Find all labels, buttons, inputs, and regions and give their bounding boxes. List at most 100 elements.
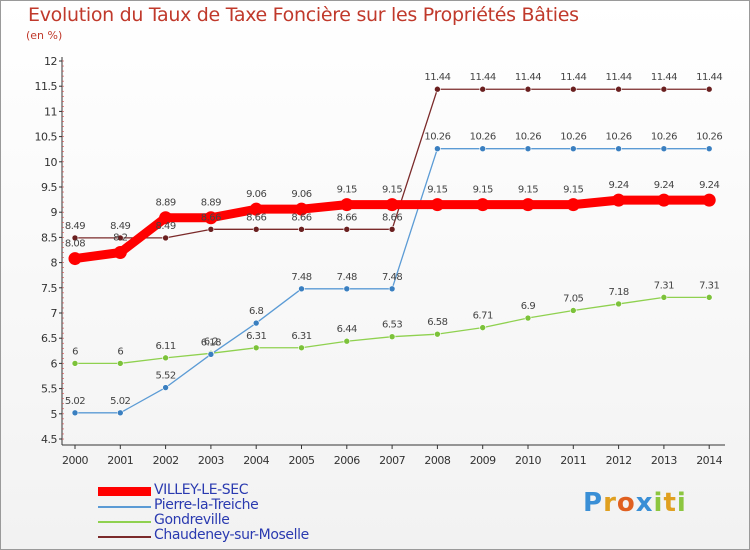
data-point: [479, 324, 487, 331]
data-label: 6: [72, 346, 78, 357]
x-tick-label: 2014: [696, 454, 722, 467]
data-label: 8.66: [337, 212, 357, 223]
x-tick-label: 2002: [153, 454, 179, 467]
x-tick-label: 2012: [606, 454, 632, 467]
series-points: [68, 85, 716, 417]
x-tick-label: 2000: [62, 454, 88, 467]
y-tick-label: 5: [51, 408, 58, 421]
data-label: 6.11: [155, 341, 175, 352]
data-point: [252, 344, 260, 352]
y-tick-label: 11.5: [35, 80, 58, 93]
data-label: 6.71: [473, 311, 493, 322]
data-label: 9.15: [518, 185, 538, 196]
data-label: 8.49: [110, 221, 130, 232]
data-label: 11.44: [696, 72, 722, 83]
data-label: 11.44: [651, 72, 677, 83]
data-point: [117, 360, 124, 367]
data-point: [657, 193, 671, 207]
x-tick-label: 2008: [424, 454, 450, 467]
data-label: 7.31: [699, 280, 719, 291]
x-tick-label: 2010: [515, 454, 541, 467]
data-label: 8.49: [155, 221, 175, 232]
data-label: 9.24: [699, 180, 719, 191]
axes: 4.5 5 5.5 6 6.5 7 7.5 8 8.5 9 9.5 10 10.5 11 11.5 12 200…: [35, 55, 725, 467]
data-point: [298, 226, 305, 233]
data-label: 10.26: [651, 132, 677, 143]
data-label: 8.66: [246, 212, 266, 223]
x-tick-label: 2001: [107, 454, 133, 467]
y-tick-label: 9.5: [41, 181, 57, 194]
data-point: [252, 226, 260, 233]
data-label: 9.15: [473, 185, 493, 196]
data-point: [524, 85, 532, 93]
data-label: 11.44: [515, 72, 541, 83]
data-point: [68, 252, 82, 266]
data-point: [207, 351, 215, 358]
data-label: 11.44: [606, 72, 632, 83]
legend-label: Chaudeney-sur-Moselle: [154, 527, 309, 543]
data-point: [524, 314, 532, 322]
data-point: [162, 234, 169, 242]
legend-swatch: [98, 487, 151, 496]
data-point: [615, 85, 622, 93]
data-label: 9.15: [382, 185, 402, 196]
data-label: 9.15: [563, 185, 583, 196]
data-label: 5.02: [65, 396, 85, 407]
proxiti-logo: Proxiti: [583, 488, 687, 518]
data-point: [117, 234, 124, 242]
data-label: 9.15: [427, 185, 447, 196]
data-label: 9.06: [246, 189, 266, 200]
chart-title: Evolution du Taux de Taxe Foncière sur l…: [28, 4, 579, 26]
data-point: [566, 198, 580, 212]
legend-label: Pierre-la-Treiche: [154, 497, 259, 513]
y-tick-label: 5.5: [41, 383, 57, 396]
data-label: 9.06: [291, 189, 311, 200]
y-tick-label: 7: [51, 307, 58, 320]
data-label: 8.66: [382, 212, 402, 223]
data-point: [524, 145, 532, 152]
y-tick-label: 10: [44, 156, 57, 169]
data-point: [660, 294, 668, 301]
x-tick-label: 2004: [243, 454, 269, 467]
data-point: [702, 193, 716, 207]
data-point: [479, 85, 487, 93]
data-label: 10.26: [696, 132, 722, 143]
data-label: 7.48: [382, 272, 402, 283]
data-label: 7.05: [563, 293, 583, 304]
data-label: 8.08: [65, 239, 85, 250]
data-point: [569, 85, 577, 93]
x-tick-label: 2005: [289, 454, 315, 467]
data-point: [388, 285, 396, 293]
legend-label: VILLEY-LE-SEC: [154, 482, 249, 498]
data-label: 6.31: [246, 331, 266, 342]
data-point: [705, 294, 713, 301]
data-label: 6: [117, 346, 123, 357]
data-label: 8.66: [201, 212, 221, 223]
data-point: [204, 211, 218, 225]
data-label: 8.49: [65, 221, 85, 232]
y-tick-label: 8: [51, 257, 58, 270]
data-point: [298, 285, 305, 293]
y-tick-label: 4.5: [41, 433, 57, 446]
data-point: [159, 211, 173, 225]
data-label: 8.2: [113, 233, 128, 244]
data-label: 9.24: [608, 180, 628, 191]
x-tick-label: 2013: [651, 454, 677, 467]
data-point: [162, 384, 169, 391]
data-point: [612, 193, 626, 207]
legend-label: Gondreville: [154, 512, 230, 528]
y-tick-label: 8.5: [41, 231, 57, 244]
data-point: [430, 198, 444, 212]
data-point: [388, 226, 396, 233]
data-label: 8.66: [291, 212, 311, 223]
data-label: 7.48: [337, 272, 357, 283]
data-label: 11.44: [470, 72, 496, 83]
y-tick-label: 6.5: [41, 332, 57, 345]
data-point: [479, 145, 487, 152]
data-point: [113, 246, 127, 260]
data-point: [340, 198, 354, 212]
legend-swatch: [98, 521, 151, 523]
data-label: 7.48: [291, 272, 311, 283]
data-label: 5.02: [110, 396, 130, 407]
